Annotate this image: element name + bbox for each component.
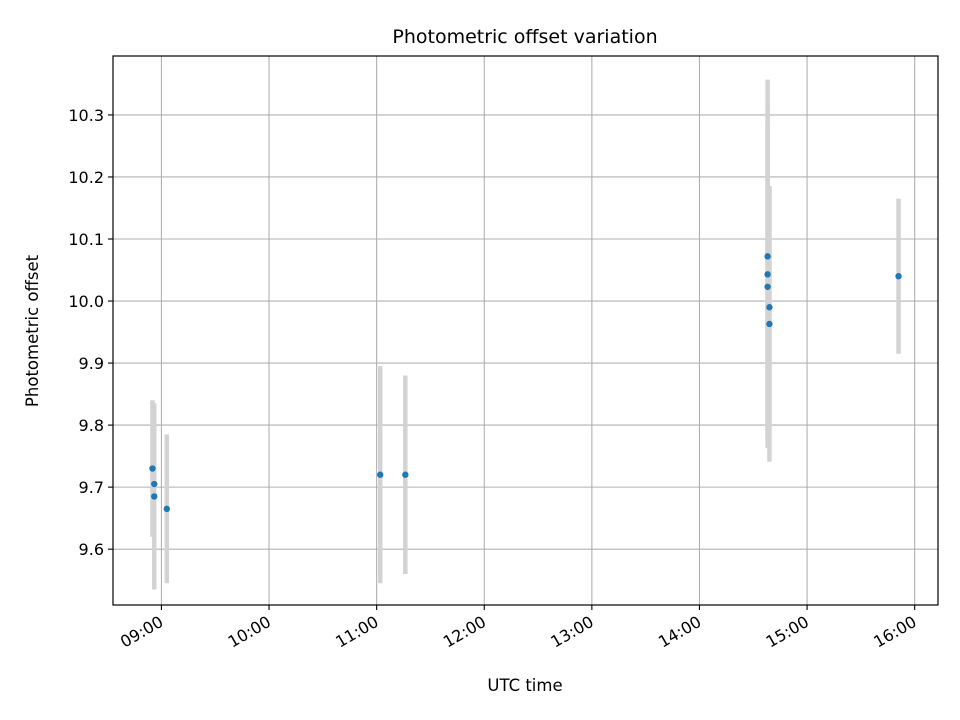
data-point: [764, 271, 771, 278]
y-axis-label: Photometric offset: [23, 254, 42, 407]
y-tick-label: 9.7: [79, 478, 104, 497]
data-point: [895, 273, 902, 280]
y-tick-label: 9.8: [79, 416, 104, 435]
data-point: [377, 471, 384, 478]
data-point: [163, 505, 171, 513]
data-point: [764, 253, 771, 260]
data-point: [766, 320, 773, 328]
x-axis-label: UTC time: [487, 676, 562, 695]
y-tick-label: 9.9: [79, 354, 104, 373]
y-tick-label: 10.2: [68, 168, 104, 187]
chart-title: Photometric offset variation: [392, 26, 657, 48]
y-tick-label: 10.1: [68, 230, 104, 249]
data-point: [151, 493, 158, 500]
y-tick-label: 10.3: [68, 106, 104, 125]
data-point: [764, 283, 771, 290]
data-point: [151, 480, 158, 488]
y-axis: 9.6 9.7 9.8 9.9 10.0 10.1 10.2 10.3: [68, 106, 113, 559]
data-points: [149, 253, 902, 513]
grid: [113, 56, 938, 605]
data-point: [149, 465, 156, 472]
data-point: [766, 304, 773, 311]
plot-frame: [112, 55, 939, 606]
y-tick-label: 10.0: [68, 292, 104, 311]
y-tick-label: 9.6: [79, 540, 104, 559]
data-point: [402, 471, 409, 478]
